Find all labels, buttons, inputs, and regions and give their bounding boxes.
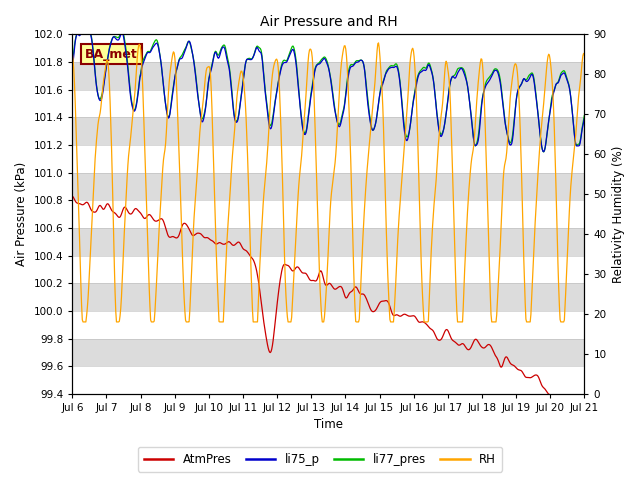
Y-axis label: Air Pressure (kPa): Air Pressure (kPa) [15, 162, 28, 266]
Bar [72, 62, 584, 90]
Text: BA_met: BA_met [85, 48, 138, 60]
Bar [72, 228, 584, 255]
Bar [72, 283, 584, 311]
Bar [72, 173, 584, 200]
Bar [72, 338, 584, 366]
Bar [72, 117, 584, 145]
Legend: AtmPres, li75_p, li77_pres, RH: AtmPres, li75_p, li77_pres, RH [138, 447, 502, 472]
Y-axis label: Relativity Humidity (%): Relativity Humidity (%) [612, 145, 625, 283]
X-axis label: Time: Time [314, 419, 343, 432]
Title: Air Pressure and RH: Air Pressure and RH [259, 15, 397, 29]
